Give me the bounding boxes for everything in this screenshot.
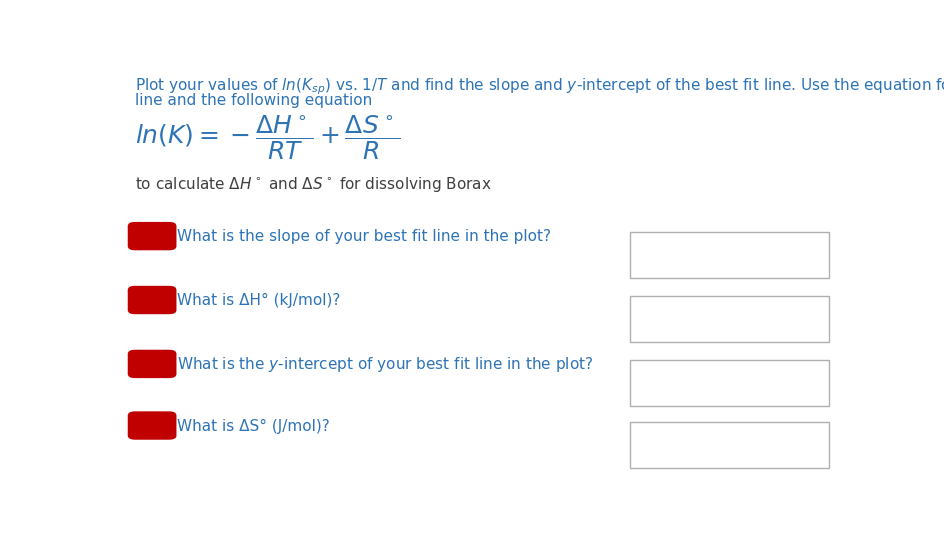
FancyBboxPatch shape	[127, 222, 177, 250]
Text: What is ΔH° (kJ/mol)?: What is ΔH° (kJ/mol)?	[177, 293, 340, 308]
Text: What is the $\mathit{y}$-intercept of your best fit line in the plot?: What is the $\mathit{y}$-intercept of yo…	[177, 355, 593, 374]
Text: Plot your values of $\mathit{ln}(K_{\mathit{sp}})$ vs. 1/$\mathit{T}$ and find t: Plot your values of $\mathit{ln}(K_{\mat…	[135, 76, 944, 97]
FancyBboxPatch shape	[630, 232, 830, 279]
FancyBboxPatch shape	[127, 350, 177, 378]
FancyBboxPatch shape	[630, 422, 830, 468]
FancyBboxPatch shape	[630, 360, 830, 406]
Text: What is the slope of your best fit line in the plot?: What is the slope of your best fit line …	[177, 229, 551, 244]
Text: What is ΔS° (J/mol)?: What is ΔS° (J/mol)?	[177, 419, 329, 434]
FancyBboxPatch shape	[630, 296, 830, 342]
FancyBboxPatch shape	[127, 286, 177, 314]
Text: $\mathit{ln}(K) = -\dfrac{\Delta H^\circ}{RT} + \dfrac{\Delta S^\circ}{R}$: $\mathit{ln}(K) = -\dfrac{\Delta H^\circ…	[135, 115, 400, 162]
FancyBboxPatch shape	[127, 412, 177, 440]
Text: line and the following equation: line and the following equation	[135, 93, 372, 108]
Text: to calculate $\Delta H^\circ$ and $\Delta S^\circ$ for dissolving Borax: to calculate $\Delta H^\circ$ and $\Delt…	[135, 175, 492, 194]
